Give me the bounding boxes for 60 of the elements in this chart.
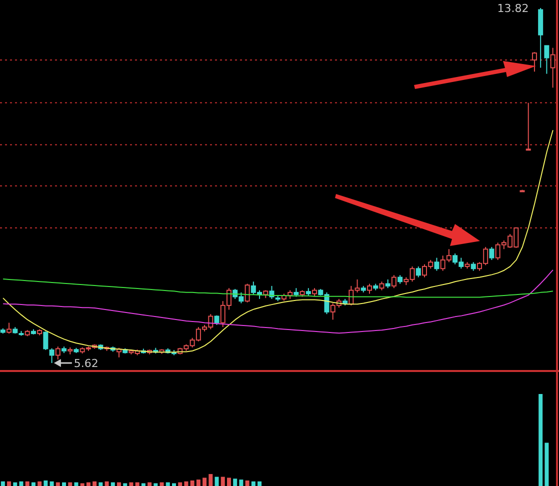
bar [214, 476, 219, 486]
bar [62, 482, 66, 486]
bar [239, 480, 244, 486]
candlestick [526, 102, 531, 151]
bar [110, 482, 115, 486]
bar [0, 481, 5, 486]
candlestick [244, 283, 250, 303]
bar [135, 482, 140, 486]
bar [141, 483, 146, 486]
bar [154, 483, 158, 486]
candlestick [49, 348, 54, 363]
bar [184, 481, 188, 486]
bar [208, 474, 213, 486]
candlestick [489, 246, 494, 260]
bar [117, 482, 122, 486]
bar [196, 480, 200, 486]
bar [538, 394, 543, 486]
bar [50, 481, 54, 486]
bar [123, 483, 128, 486]
annotation: 5.62 [74, 357, 98, 370]
bar [178, 482, 182, 486]
bar [160, 482, 164, 486]
bar [251, 481, 256, 486]
bar [245, 480, 250, 486]
candlestick [416, 266, 421, 278]
candlestick [367, 283, 372, 294]
bar [202, 478, 207, 486]
candlestick [550, 47, 556, 88]
candlestick [434, 257, 440, 272]
bar [129, 482, 134, 486]
bar [233, 478, 238, 486]
bar [172, 483, 176, 486]
bar [68, 482, 72, 486]
bar [190, 480, 194, 486]
bar [258, 481, 262, 486]
bar [226, 478, 231, 486]
candlestick [6, 322, 12, 334]
bar [74, 482, 78, 486]
bar [544, 442, 549, 486]
bar [166, 482, 170, 486]
candlestick [532, 52, 537, 72]
bar [80, 483, 84, 486]
bar [98, 482, 103, 486]
bar [7, 481, 12, 486]
bar [31, 482, 36, 486]
bar [86, 482, 90, 486]
candlestick [391, 274, 396, 289]
candlestick [43, 330, 48, 351]
bar [44, 480, 48, 486]
bar [220, 476, 225, 486]
bar [25, 481, 30, 486]
bar [38, 481, 42, 486]
annotation: 13.82 [497, 2, 529, 15]
candlestick [544, 45, 550, 74]
bar [92, 481, 97, 486]
bar [104, 481, 109, 486]
bar [56, 482, 60, 486]
bar [148, 482, 152, 486]
bar [19, 481, 24, 486]
bar [13, 482, 18, 486]
